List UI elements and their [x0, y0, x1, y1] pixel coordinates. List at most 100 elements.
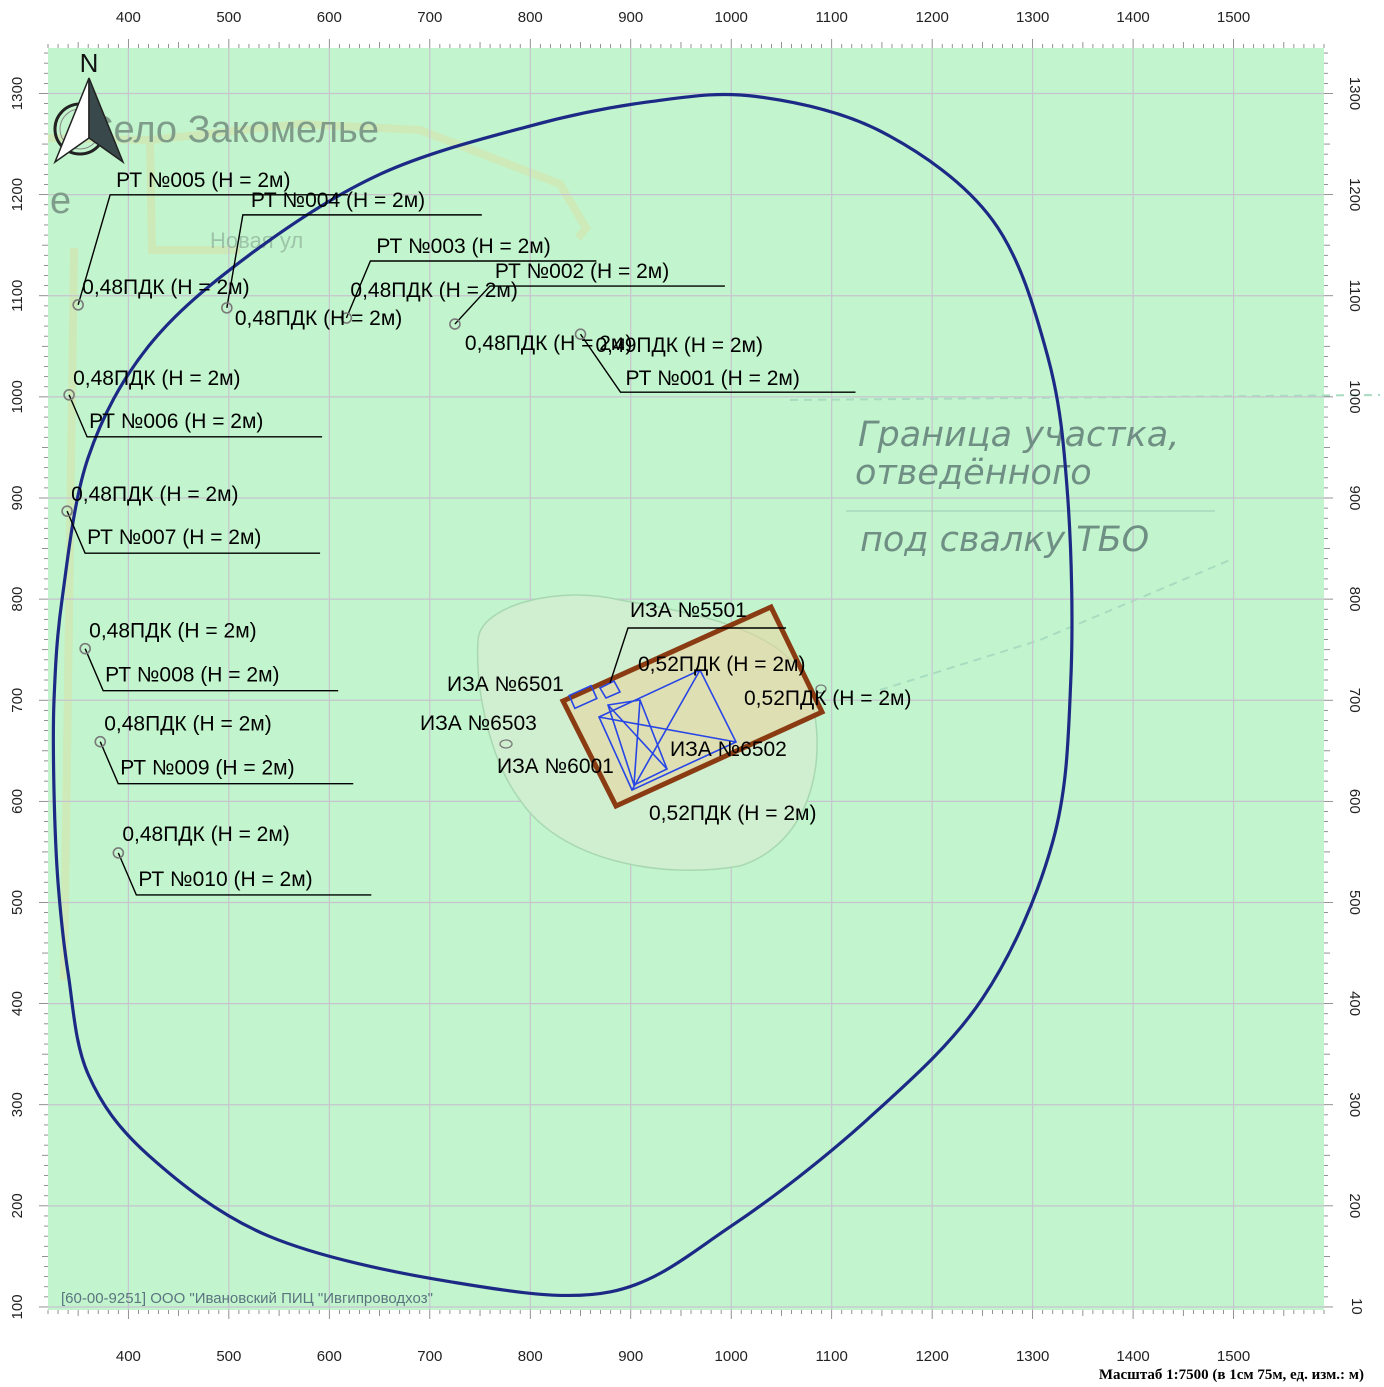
point-value-label: 0,48ПДК (Н = 2м): [465, 332, 632, 355]
x-tick-label-bottom: 1100: [816, 1348, 848, 1365]
point-marker: [79, 642, 91, 655]
emission-sources-zone: [499, 603, 827, 810]
point-value-label: 0,48ПДК (Н = 2м): [235, 307, 402, 330]
y-tick-label-left: 1300: [9, 77, 26, 110]
y-tick-label-left: 100: [9, 1294, 26, 1319]
x-tick-label-bottom: 500: [216, 1348, 241, 1365]
y-tick-label-left: 200: [9, 1193, 26, 1218]
ruler-ticks: [39, 39, 1333, 1319]
point-marker: [72, 299, 84, 311]
y-tick-label-right: 400: [1346, 991, 1363, 1016]
cut-right-label: 10: [1348, 1298, 1365, 1315]
point-leader-line: [226, 214, 482, 309]
north-label: N: [80, 48, 99, 78]
calc-point-pt-008: РТ №008 (Н = 2м) 0,48ПДК (Н = 2м): [79, 620, 339, 692]
x-tick-label-top: 1500: [1217, 9, 1250, 26]
point-leader-line: [117, 852, 372, 896]
point-marker: [63, 389, 75, 401]
point-leader-line: [454, 285, 725, 325]
x-tick-label-top: 900: [618, 9, 643, 26]
y-tick-label-left: 300: [9, 1092, 26, 1117]
y-tick-label-right: 1300: [1346, 77, 1363, 110]
point-marker: [340, 312, 353, 324]
point-leader-line: [84, 648, 339, 692]
y-tick-label-left: 400: [9, 991, 26, 1016]
calc-point-pt-007: РТ №007 (Н = 2м) 0,48ПДК (Н = 2м): [61, 483, 321, 554]
x-tick-label-top: 1200: [915, 9, 948, 26]
source-label-iza-6501: ИЗА №6501: [447, 673, 564, 696]
point-value-label: 0,48ПДК (Н = 2м): [71, 483, 238, 506]
point-value-label: 0,48ПДК (Н = 2м): [104, 713, 271, 736]
source-6503-marker: [499, 739, 513, 749]
y-tick-label-right: 500: [1346, 890, 1363, 915]
source-label-iza-5501: ИЗА №5501: [630, 599, 747, 622]
background-features: [47, 119, 591, 981]
y-tick-label-right: 700: [1346, 688, 1363, 713]
point-name-label: РТ №002 (Н = 2м): [495, 260, 669, 283]
x-tick-label-top: 1100: [816, 9, 848, 26]
point-leader-line: [99, 741, 354, 785]
point-leader-line: [68, 394, 323, 438]
boundary-caption-line2: отведённого: [855, 453, 1092, 493]
calc-point-pt-002: РТ №002 (Н = 2м) 0,48ПДК (Н = 2м): [449, 260, 725, 355]
source-label-iza-6503: ИЗА №6503: [420, 712, 537, 735]
point-value-label: 0,49ПДК (Н = 2м): [596, 334, 763, 357]
point-value-label: 0,48ПДК (Н = 2м): [122, 823, 289, 846]
x-tick-label-bottom: 1000: [715, 1348, 748, 1365]
boundary-caption-line1: Граница участка,: [858, 415, 1179, 455]
x-tick-label-top: 500: [216, 9, 241, 26]
village-name-fragment: е: [50, 180, 71, 222]
calc-point-pt-003: РТ №003 (Н = 2м) 0,48ПДК (Н = 2м): [340, 235, 597, 324]
point-value-label: 0,48ПДК (Н = 2м): [73, 367, 240, 390]
source-leaders: [609, 627, 786, 684]
point-marker: [574, 328, 587, 340]
x-tick-label-bottom: 1500: [1217, 1348, 1250, 1365]
concentration-isoline: [51, 92, 1074, 1298]
point-value-label: 0,48ПДК (Н = 2м): [82, 276, 249, 299]
point-marker: [61, 505, 73, 517]
x-tick-label-bottom: 700: [417, 1348, 442, 1365]
y-tick-label-left: 1000: [9, 380, 26, 413]
organization-note: [60-00-9251] ООО "Ивановский ПИЦ "Ивгипр…: [61, 1290, 433, 1307]
point-leader-line: [345, 260, 597, 319]
point-name-label: РТ №003 (Н = 2м): [376, 235, 550, 258]
y-tick-label-right: 1000: [1346, 380, 1363, 413]
x-tick-label-top: 1300: [1016, 9, 1049, 26]
source-blue-lines: [568, 668, 738, 792]
y-tick-label-right: 1100: [1346, 280, 1363, 312]
point-name-label: РТ №010 (Н = 2м): [138, 868, 312, 891]
y-tick-label-left: 600: [9, 789, 26, 814]
source-value-right: 0,52ПДК (Н = 2м): [744, 687, 911, 710]
x-tick-label-bottom: 900: [618, 1348, 643, 1365]
point-marker: [221, 302, 233, 314]
y-tick-label-left: 1200: [9, 178, 26, 211]
calc-point-pt-010: РТ №010 (Н = 2м) 0,48ПДК (Н = 2м): [112, 823, 372, 896]
point-name-label: РТ №007 (Н = 2м): [87, 526, 261, 549]
point-value-label: 0,48ПДК (Н = 2м): [89, 620, 256, 643]
point-name-label: РТ №001 (Н = 2м): [626, 367, 800, 390]
x-tick-label-top: 600: [317, 9, 342, 26]
point-marker: [449, 318, 461, 330]
calc-point-pt-009: РТ №009 (Н = 2м) 0,48ПДК (Н = 2м): [94, 713, 354, 785]
calc-point-pt-006: РТ №006 (Н = 2м) 0,48ПДК (Н = 2м): [63, 367, 323, 438]
point-name-label: РТ №006 (Н = 2м): [89, 410, 263, 433]
x-tick-label-top: 1000: [715, 9, 748, 26]
y-tick-label-right: 800: [1346, 587, 1363, 612]
x-tick-label-top: 1400: [1116, 9, 1149, 26]
x-tick-label-bottom: 1200: [915, 1348, 948, 1365]
source-label-iza-6001: ИЗА №6001: [497, 755, 614, 778]
y-tick-label-left: 500: [9, 890, 26, 915]
y-tick-label-right: 1200: [1346, 178, 1363, 211]
x-tick-label-bottom: 600: [317, 1348, 342, 1365]
calculation-points: РТ №001 (Н = 2м)0,49ПДК (Н = 2м)РТ №002 …: [61, 169, 856, 896]
y-tick-label-left: 900: [9, 485, 26, 510]
scale-note: Масштаб 1:7500 (в 1см 75м, ед. изм.: м): [1099, 1367, 1364, 1383]
point-name-label: РТ №009 (Н = 2м): [120, 757, 294, 780]
calc-point-pt-005: РТ №005 (Н = 2м) 0,48ПДК (Н = 2м): [72, 169, 349, 311]
axis-tick-labels: 4004005005006006007007008008009009001000…: [9, 9, 1363, 1365]
x-tick-label-bottom: 1400: [1116, 1348, 1149, 1365]
y-tick-label-left: 800: [9, 587, 26, 612]
x-tick-label-top: 400: [116, 9, 141, 26]
boundary-caption-line3: под свалку ТБО: [860, 520, 1149, 560]
source-value-bottom: 0,52ПДК (Н = 2м): [649, 802, 816, 825]
